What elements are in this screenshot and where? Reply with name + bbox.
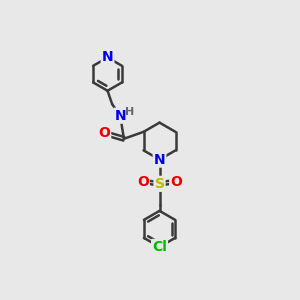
Text: S: S	[154, 177, 164, 191]
Text: O: O	[137, 175, 149, 188]
Text: O: O	[170, 175, 182, 188]
Text: O: O	[98, 126, 110, 140]
Text: H: H	[125, 106, 135, 116]
Text: N: N	[102, 50, 113, 64]
Text: N: N	[154, 153, 165, 166]
Text: N: N	[114, 109, 126, 123]
Text: Cl: Cl	[152, 240, 167, 254]
